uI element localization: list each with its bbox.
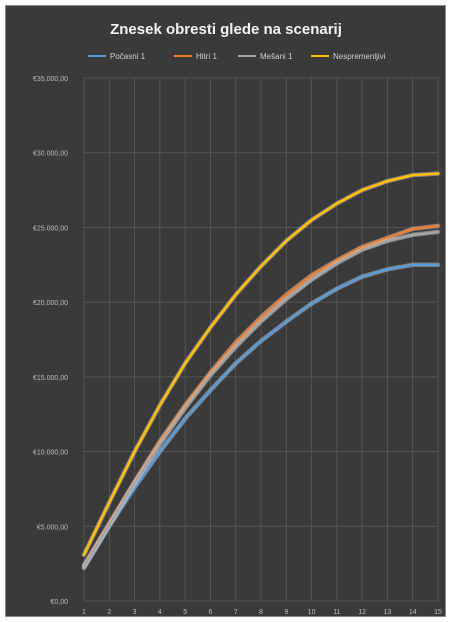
x-tick-label: 9 (284, 609, 288, 616)
y-axis: €0,00 €5.000,00 €10.000,00 €15.000,00 €20.00… (33, 76, 68, 606)
legend-label: Mešani 1 (260, 52, 293, 61)
x-axis: 1 2 3 4 5 6 7 8 9 10 11 12 13 14 15 (82, 609, 442, 616)
x-tick-label: 1 (82, 609, 86, 616)
x-tick-label: 3 (133, 609, 137, 616)
x-tick-label: 15 (434, 609, 442, 616)
y-tick-label: €15.000,00 (33, 375, 68, 382)
chart-title: Znesek obresti glede na scenarij (110, 21, 342, 38)
x-tick-label: 13 (384, 609, 392, 616)
series-line-1 (82, 263, 440, 570)
x-tick-label: 10 (308, 609, 316, 616)
series-line-3 (82, 230, 440, 568)
chart-frame: Znesek obresti glede na scenarij Počasni… (5, 5, 446, 617)
x-tick-label: 11 (333, 609, 340, 616)
y-tick-label: €25.000,00 (33, 225, 68, 232)
x-tick-label: 12 (358, 609, 366, 616)
line-chart: Znesek obresti glede na scenarij Počasni… (33, 21, 442, 616)
legend: Počasni 1 Hitri 1 Mešani 1 Nespremenljivi (88, 52, 386, 61)
x-tick-label: 7 (234, 609, 238, 616)
x-tick-label: 5 (183, 609, 187, 616)
x-tick-label: 8 (259, 609, 263, 616)
series-layer (81, 171, 441, 571)
y-tick-label: €20.000,00 (33, 300, 68, 307)
series-line-4 (82, 172, 440, 556)
y-tick-label: €0,00 (50, 599, 68, 606)
y-tick-label: €35.000,00 (33, 76, 68, 83)
x-tick-label: 6 (208, 609, 212, 616)
x-tick-label: 14 (409, 609, 417, 616)
legend-label: Počasni 1 (110, 52, 146, 61)
x-tick-label: 2 (107, 609, 111, 616)
y-tick-label: €10.000,00 (33, 450, 68, 457)
y-tick-label: €30.000,00 (33, 151, 68, 158)
y-tick-label: €5.000,00 (37, 524, 68, 531)
legend-label: Hitri 1 (196, 52, 217, 61)
legend-label: Nespremenljivi (333, 52, 386, 61)
grid (83, 77, 439, 602)
x-tick-label: 4 (158, 609, 162, 616)
